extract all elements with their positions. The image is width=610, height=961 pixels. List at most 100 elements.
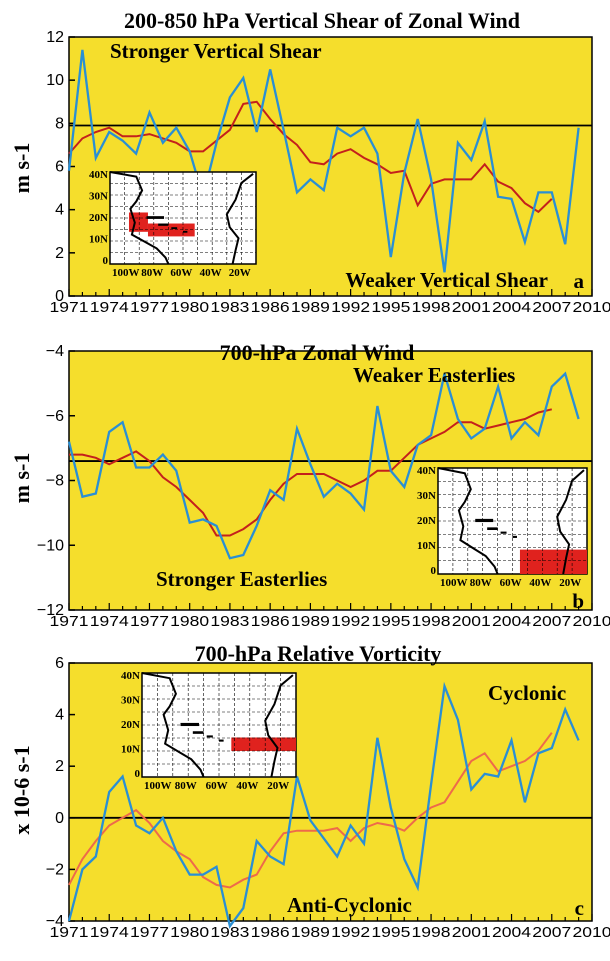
map-lon-label: 100W [144, 780, 172, 792]
x-tick-label: 1986 [251, 613, 290, 630]
map-lon-label: 60W [170, 267, 192, 279]
panel-annotation: Stronger Vertical Shear [110, 39, 322, 63]
panel-annotation: Anti-Cyclonic [287, 893, 412, 917]
y-tick-label: 6 [55, 159, 64, 176]
x-tick-label: 1977 [130, 613, 169, 630]
map-lat-label: 10N [417, 540, 436, 552]
map-lat-label: 10N [89, 234, 108, 246]
x-tick-label: 1971 [50, 613, 89, 630]
coastline-americas [141, 672, 205, 778]
y-tick-label: 12 [46, 29, 64, 46]
map-lon-label: 20W [267, 780, 289, 792]
island [158, 223, 169, 226]
x-tick-label: 1983 [210, 613, 249, 630]
x-tick-label: 2010 [573, 924, 610, 941]
x-tick-label: 2007 [532, 613, 571, 630]
x-tick-label: 1974 [90, 613, 129, 630]
y-tick-label: 8 [55, 115, 64, 132]
x-tick-label: 2004 [492, 613, 531, 630]
island [183, 230, 188, 233]
y-tick-label: −8 [46, 473, 64, 490]
coastline-americas [109, 171, 170, 265]
y-tick-label: −6 [46, 408, 64, 425]
island [487, 527, 498, 531]
island [146, 216, 165, 219]
map-lat-label: 20N [417, 515, 436, 527]
raw-series-line [67, 371, 580, 560]
x-tick-label: 1998 [412, 613, 451, 630]
map-lon-label: 100W [112, 267, 140, 279]
x-tick-label: 1977 [130, 299, 169, 316]
island [171, 227, 178, 230]
panel-label: c [575, 896, 584, 920]
region-box [147, 223, 195, 237]
x-tick-label: 1989 [291, 924, 330, 941]
x-tick-label: 2010 [573, 613, 610, 630]
island [206, 735, 213, 738]
y-tick-label: −2 [46, 861, 64, 878]
panel-annotation: Weaker Vertical Shear [345, 268, 548, 292]
map-lon-label: 60W [500, 577, 522, 589]
map-lon-label: 20W [229, 267, 251, 279]
map-lat-label: 40N [89, 169, 108, 181]
map-lon-label: 40W [236, 780, 258, 792]
island [475, 518, 494, 523]
smoothed-series-line [69, 408, 553, 537]
map-lat-label: 0 [431, 565, 437, 577]
y-tick-label: 6 [55, 655, 64, 672]
y-tick-label: 2 [55, 758, 64, 775]
chart-title: 700-hPa Relative Vorticity [195, 641, 442, 666]
map-lon-label: 40W [529, 577, 551, 589]
x-tick-label: 2007 [532, 299, 571, 316]
coastline-africa [556, 469, 585, 575]
raw-series-line [67, 681, 580, 929]
map-lon-label: 80W [175, 780, 197, 792]
y-tick-label: 0 [55, 288, 64, 305]
x-tick-label: 1977 [130, 924, 169, 941]
island [512, 535, 517, 538]
map-lat-label: 40N [121, 670, 140, 682]
x-tick-label: 1983 [210, 924, 249, 941]
x-tick-label: 1998 [412, 299, 451, 316]
chart-title: 700-hPa Zonal Wind [220, 340, 415, 365]
x-tick-label: 2004 [492, 299, 531, 316]
y-tick-label: 0 [55, 810, 64, 827]
x-tick-label: 1992 [331, 299, 370, 316]
map-lat-label: 0 [103, 255, 109, 267]
x-tick-label: 1980 [170, 613, 209, 630]
x-tick-label: 2004 [492, 924, 531, 941]
x-tick-label: 1998 [412, 924, 451, 941]
x-tick-label: 1974 [90, 299, 129, 316]
y-axis-label: m s-1 [9, 143, 34, 194]
x-tick-label: 1980 [170, 924, 209, 941]
map-lat-label: 30N [121, 695, 140, 707]
map-lat-label: 0 [135, 768, 141, 780]
map-lon-label: 100W [440, 577, 468, 589]
y-tick-label: 4 [55, 202, 64, 219]
smoothed-series-line [68, 732, 553, 889]
x-tick-label: 1989 [291, 299, 330, 316]
x-tick-label: 1980 [170, 299, 209, 316]
map-lat-label: 40N [417, 465, 436, 477]
panel-annotation: Cyclonic [488, 681, 566, 705]
map-lon-label: 80W [470, 577, 492, 589]
map-lon-label: 40W [200, 267, 222, 279]
coastline-africa [264, 674, 294, 778]
x-tick-label: 2007 [532, 924, 571, 941]
island [180, 722, 199, 727]
map-lat-label: 30N [89, 191, 108, 203]
region-box [519, 549, 587, 574]
x-tick-label: 1995 [371, 299, 410, 316]
x-tick-label: 1986 [251, 299, 290, 316]
panel-annotation: Weaker Easterlies [353, 363, 515, 387]
panel-annotation: Stronger Easterlies [156, 567, 327, 591]
chart-panel-c: −4 −2 0 2 4 6 1971 1974 1977 1980 1983 1986 1989 1992… [9, 641, 610, 941]
y-tick-label: −10 [37, 537, 64, 554]
x-tick-label: 1992 [331, 613, 370, 630]
island [219, 739, 224, 742]
y-tick-label: −4 [46, 343, 64, 360]
region-box [231, 737, 296, 751]
y-axis-label: m s-1 [9, 453, 34, 504]
